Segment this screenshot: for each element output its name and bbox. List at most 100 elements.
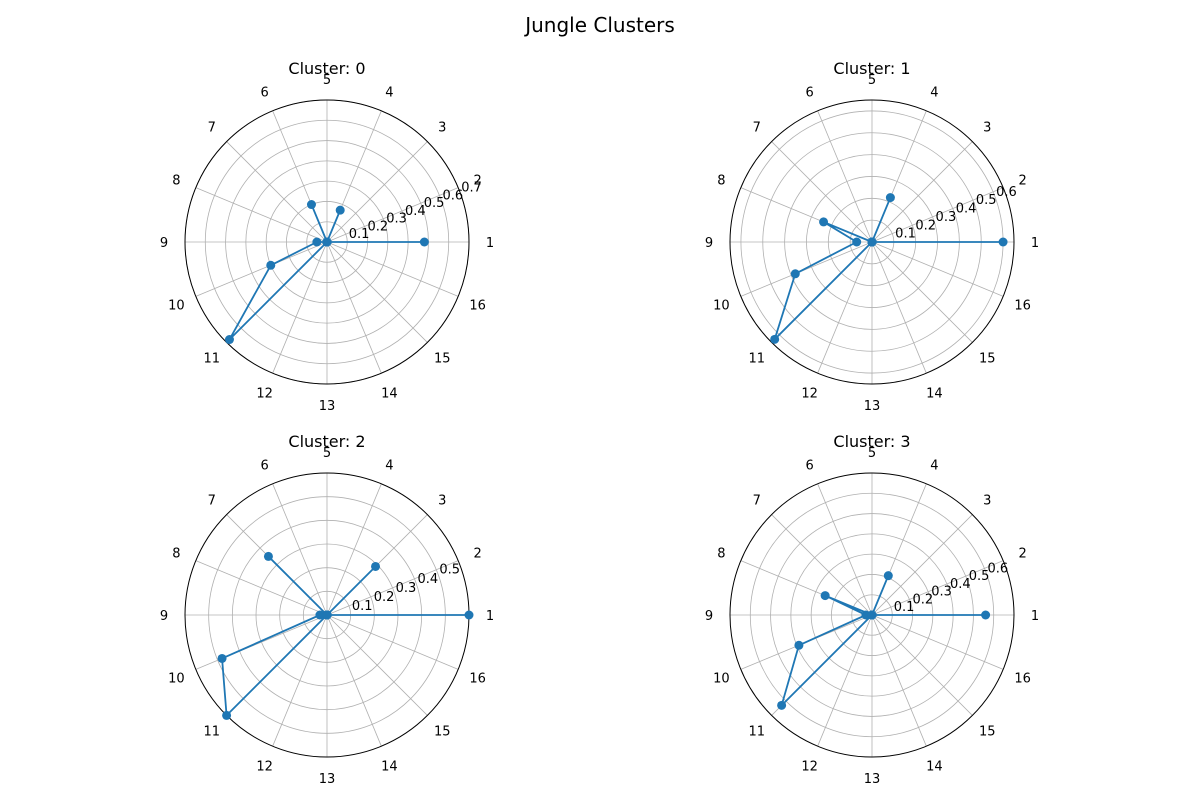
- angle-tick-label: 10: [168, 298, 185, 313]
- radial-tick-label: 0.4: [950, 577, 971, 592]
- angle-tick-label: 8: [717, 547, 725, 562]
- radial-tick-label: 0.3: [931, 585, 952, 600]
- angular-gridline: [817, 483, 873, 616]
- series-line: [780, 574, 987, 707]
- angular-gridline: [326, 614, 459, 670]
- data-point: [820, 591, 830, 601]
- angle-tick-label: 7: [753, 494, 761, 509]
- angular-gridline: [272, 614, 328, 747]
- angular-gridline: [226, 141, 328, 243]
- angle-tick-label: 6: [260, 85, 268, 100]
- data-point: [306, 200, 316, 210]
- polar-panel-0: Cluster: 0123456789101112131415160.10.20…: [160, 59, 494, 414]
- angular-gridline: [326, 483, 382, 616]
- angle-tick-label: 1: [1031, 236, 1039, 251]
- polar-panel-3: Cluster: 3123456789101112131415160.10.20…: [705, 432, 1039, 787]
- radial-tick-label: 0.6: [996, 185, 1017, 200]
- angle-tick-label: 15: [979, 724, 996, 739]
- data-point: [222, 710, 232, 720]
- radial-tick-label: 0.1: [894, 600, 915, 615]
- angle-tick-label: 13: [319, 772, 336, 787]
- data-point: [867, 610, 877, 620]
- angle-tick-label: 14: [926, 387, 943, 402]
- angle-tick-label: 15: [434, 351, 451, 366]
- angular-gridline: [195, 614, 328, 670]
- radial-tick-label: 0.3: [386, 212, 407, 227]
- angular-gridline: [871, 241, 1004, 297]
- angle-tick-label: 10: [168, 671, 185, 686]
- radial-tick-label: 0.3: [396, 581, 417, 596]
- radial-tick-label: 0.5: [969, 569, 990, 584]
- angular-gridline: [871, 614, 1004, 670]
- radial-tick-label: 0.2: [374, 590, 395, 605]
- angle-tick-label: 13: [864, 772, 881, 787]
- angle-tick-label: 12: [256, 760, 273, 775]
- radial-tick-label: 0.4: [956, 202, 977, 217]
- data-point: [315, 610, 325, 620]
- radial-tick-label: 0.2: [367, 219, 388, 234]
- angle-tick-label: 3: [438, 121, 446, 136]
- data-point: [794, 640, 804, 650]
- angle-tick-label: 15: [434, 724, 451, 739]
- data-point: [266, 260, 276, 270]
- radial-tick-label: 0.4: [405, 204, 426, 219]
- radial-tick-label: 0.1: [349, 227, 370, 242]
- angle-tick-label: 3: [983, 494, 991, 509]
- data-point: [883, 571, 893, 581]
- series-line: [773, 196, 1004, 341]
- angular-gridline: [326, 614, 428, 716]
- angular-gridline: [871, 241, 927, 374]
- angle-tick-label: 6: [805, 85, 813, 100]
- angle-tick-label: 9: [160, 609, 168, 624]
- angle-tick-label: 8: [172, 174, 180, 189]
- angle-tick-label: 11: [203, 351, 220, 366]
- angle-tick-label: 9: [705, 609, 713, 624]
- data-point: [885, 193, 895, 203]
- angle-tick-label: 2: [473, 174, 481, 189]
- polar-frame: [729, 99, 1015, 385]
- data-point: [819, 217, 829, 227]
- angle-tick-label: 14: [381, 387, 398, 402]
- radial-tick-label: 0.1: [895, 227, 916, 242]
- angle-tick-label: 4: [385, 85, 393, 100]
- data-point: [217, 653, 227, 663]
- radial-tick-label: 0.6: [442, 188, 463, 203]
- data-point: [770, 334, 780, 344]
- angle-tick-label: 15: [979, 351, 996, 366]
- data-point: [790, 269, 800, 279]
- angular-gridline: [326, 187, 459, 243]
- angle-tick-label: 5: [323, 73, 331, 88]
- angle-tick-label: 11: [748, 724, 765, 739]
- data-point: [322, 237, 332, 247]
- angle-tick-label: 8: [717, 174, 725, 189]
- radial-tick-label: 0.5: [976, 193, 997, 208]
- radial-tick-label: 0.1: [352, 599, 373, 614]
- data-point: [322, 610, 332, 620]
- angular-gridline: [272, 483, 328, 616]
- angular-gridline: [326, 241, 428, 343]
- angle-tick-label: 10: [713, 298, 730, 313]
- angle-tick-label: 3: [438, 494, 446, 509]
- data-point: [263, 551, 273, 561]
- angle-tick-label: 8: [172, 547, 180, 562]
- angular-gridline: [326, 614, 382, 747]
- angle-tick-label: 1: [1031, 609, 1039, 624]
- angle-tick-label: 5: [868, 446, 876, 461]
- angle-tick-label: 16: [1014, 671, 1031, 686]
- angle-tick-label: 6: [805, 458, 813, 473]
- radial-tick-label: 0.6: [987, 561, 1008, 576]
- radial-tick-label: 0.4: [417, 572, 438, 587]
- angle-tick-label: 7: [208, 121, 216, 136]
- angular-gridline: [817, 110, 873, 243]
- angular-gridline: [871, 614, 927, 747]
- angle-tick-label: 11: [203, 724, 220, 739]
- angular-gridline: [740, 241, 873, 297]
- angle-tick-label: 10: [713, 671, 730, 686]
- panel-title: Cluster: 2: [288, 432, 365, 451]
- angular-gridline: [195, 560, 328, 616]
- polar-panels: Cluster: 0123456789101112131415160.10.20…: [160, 59, 1039, 787]
- data-point: [852, 237, 862, 247]
- angle-tick-label: 5: [868, 73, 876, 88]
- data-point: [867, 237, 877, 247]
